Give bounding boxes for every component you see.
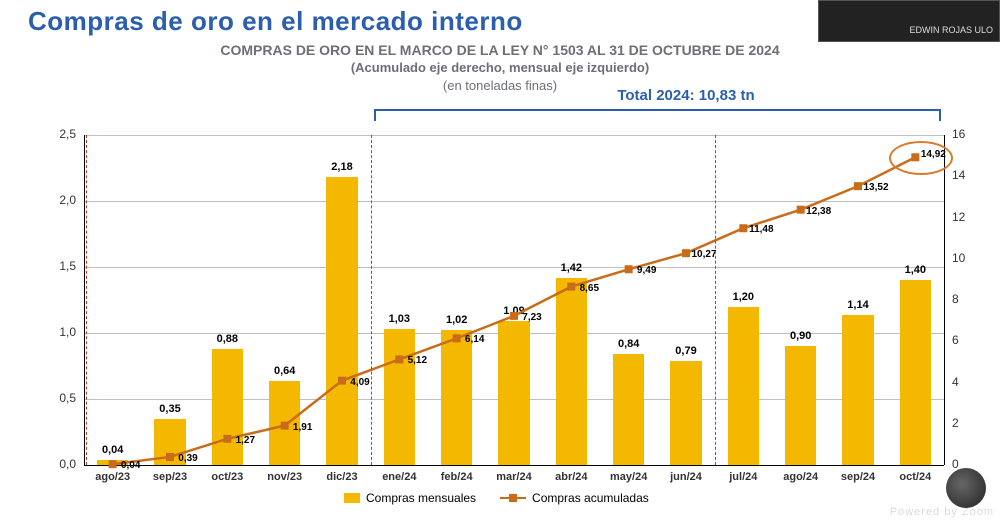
- reference-vline: [86, 135, 87, 465]
- line-series: [0, 0, 1000, 522]
- line-value-label: 7,23: [522, 312, 541, 323]
- line-value-label: 0,04: [121, 460, 140, 471]
- line-value-label: 0,39: [178, 453, 197, 464]
- line-value-label: 12,38: [806, 206, 831, 217]
- institution-logo: [946, 468, 986, 508]
- line-value-label: 11,48: [749, 224, 773, 235]
- reference-vline: [371, 135, 372, 465]
- legend-label-bar: Compras mensuales: [366, 491, 476, 505]
- gold-purchases-chart: 0,00,51,01,52,02,502468101214160,04ago/2…: [0, 0, 1000, 522]
- line-value-label: 10,27: [691, 249, 716, 260]
- line-value-label: 5,12: [408, 355, 427, 366]
- legend-swatch-bar: [344, 493, 360, 503]
- line-value-label: 1,91: [293, 422, 312, 433]
- line-value-label: 8,65: [580, 283, 599, 294]
- powered-by-watermark: Powered by Zoom: [890, 506, 994, 518]
- line-value-label: 9,49: [637, 265, 656, 276]
- total-annotation: Total 2024: 10,83 tn: [617, 87, 754, 104]
- legend-item-bars: Compras mensuales: [344, 491, 476, 505]
- reference-vline: [715, 135, 716, 465]
- legend-item-line: Compras acumuladas: [500, 491, 649, 505]
- line-value-label: 1,27: [236, 435, 255, 446]
- line-value-label: 4,09: [350, 377, 369, 388]
- legend-swatch-line: [500, 497, 526, 499]
- period-bracket: [374, 109, 942, 121]
- line-value-label: 13,52: [863, 182, 888, 193]
- page-root: Compras de oro en el mercado interno COM…: [0, 0, 1000, 522]
- chart-legend: Compras mensuales Compras acumuladas: [344, 491, 649, 505]
- line-value-label: 6,14: [465, 334, 484, 345]
- legend-label-line: Compras acumuladas: [532, 491, 649, 505]
